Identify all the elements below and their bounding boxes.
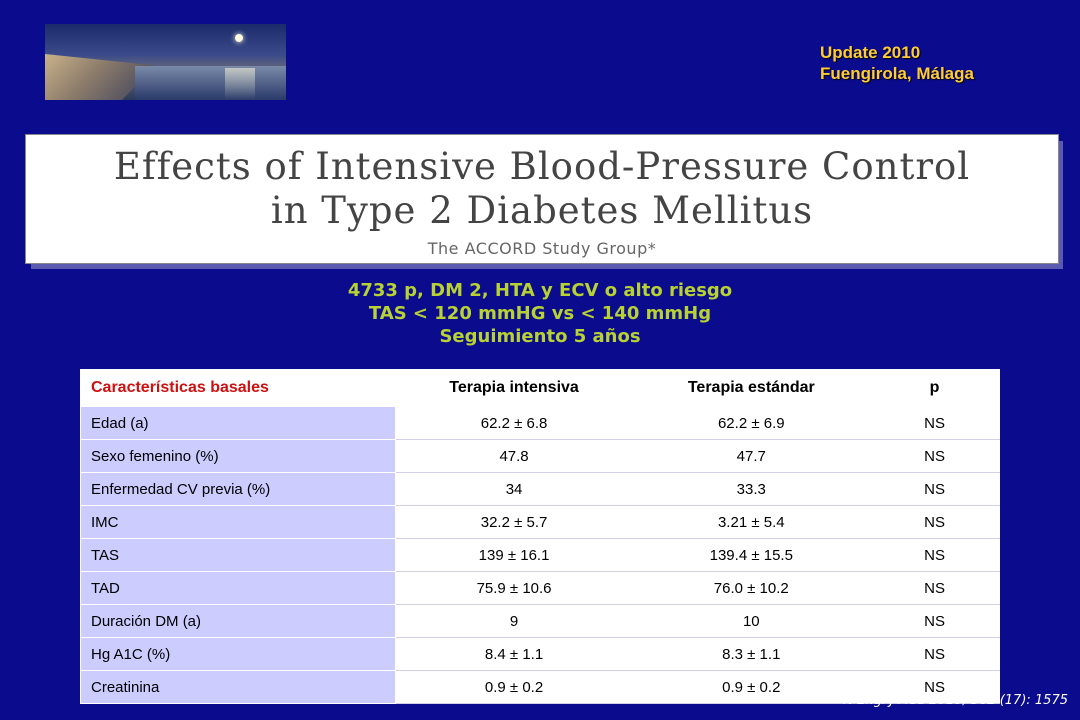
- standard-value: 47.7: [632, 439, 871, 473]
- standard-value: 139.4 ± 15.5: [632, 538, 871, 572]
- event-title: Update 2010: [820, 43, 921, 62]
- standard-value: 3.21 ± 5.4: [632, 505, 871, 539]
- paper-title-line1: Effects of Intensive Blood-Pressure Cont…: [113, 145, 971, 188]
- event-header: Update 2010 Fuengirola, Málaga: [820, 42, 974, 84]
- photo-sea: [135, 66, 286, 100]
- row-label: TAS: [80, 538, 396, 572]
- row-label: Edad (a): [80, 406, 396, 440]
- intensive-value: 139 ± 16.1: [394, 538, 634, 572]
- intensive-value: 34: [394, 472, 634, 506]
- row-label: IMC: [80, 505, 396, 539]
- intensive-value: 8.4 ± 1.1: [394, 637, 634, 671]
- standard-value: 62.2 ± 6.9: [632, 406, 871, 440]
- header-intensive: Terapia intensiva: [394, 369, 634, 407]
- standard-value: 10: [632, 604, 871, 638]
- intensive-value: 75.9 ± 10.6: [394, 571, 634, 605]
- p-value: NS: [869, 505, 1000, 539]
- row-label: Duración DM (a): [80, 604, 396, 638]
- header-p: p: [869, 369, 1000, 407]
- row-label: Sexo femenino (%): [80, 439, 396, 473]
- intensive-value: 47.8: [394, 439, 634, 473]
- paper-banner: Effects of Intensive Blood-Pressure Cont…: [25, 134, 1059, 264]
- header-characteristics: Características basales: [80, 369, 396, 407]
- table-row: TAD 75.9 ± 10.6 76.0 ± 10.2 NS: [80, 571, 1000, 605]
- standard-value: 0.9 ± 0.2: [632, 670, 871, 704]
- table-row: TAS 139 ± 16.1 139.4 ± 15.5 NS: [80, 538, 1000, 572]
- summary-line2: TAS < 120 mmHG vs < 140 mmHg: [368, 303, 712, 324]
- p-value: NS: [869, 637, 1000, 671]
- row-label: Enfermedad CV previa (%): [80, 472, 396, 506]
- intensive-value: 32.2 ± 5.7: [394, 505, 634, 539]
- baseline-characteristics-table: Características basales Terapia intensiv…: [80, 369, 1000, 704]
- event-location: Fuengirola, Málaga: [820, 64, 974, 83]
- table-header-row: Características basales Terapia intensiv…: [80, 369, 1000, 407]
- study-summary: 4733 p, DM 2, HTA y ECV o alto riesgo TA…: [0, 279, 1080, 348]
- p-value: NS: [869, 472, 1000, 506]
- p-value: NS: [869, 604, 1000, 638]
- row-label: Hg A1C (%): [80, 637, 396, 671]
- table-row: Enfermedad CV previa (%) 34 33.3 NS: [80, 472, 1000, 506]
- standard-value: 33.3: [632, 472, 871, 506]
- summary-line3: Seguimiento 5 años: [439, 326, 641, 347]
- p-value: NS: [869, 406, 1000, 440]
- row-label: TAD: [80, 571, 396, 605]
- table-row: IMC 32.2 ± 5.7 3.21 ± 5.4 NS: [80, 505, 1000, 539]
- table-row: Sexo femenino (%) 47.8 47.7 NS: [80, 439, 1000, 473]
- moon-icon: [235, 34, 243, 42]
- table-row: Duración DM (a) 9 10 NS: [80, 604, 1000, 638]
- p-value: NS: [869, 439, 1000, 473]
- standard-value: 8.3 ± 1.1: [632, 637, 871, 671]
- header-standard: Terapia estándar: [632, 369, 871, 407]
- row-label: Creatinina: [80, 670, 396, 704]
- intensive-value: 0.9 ± 0.2: [394, 670, 634, 704]
- table-row: Creatinina 0.9 ± 0.2 0.9 ± 0.2 NS: [80, 670, 1000, 704]
- table-row: Edad (a) 62.2 ± 6.8 62.2 ± 6.9 NS: [80, 406, 1000, 440]
- citation: N Engl J Med 2010; 362 (17): 1575: [843, 693, 1068, 708]
- table-row: Hg A1C (%) 8.4 ± 1.1 8.3 ± 1.1 NS: [80, 637, 1000, 671]
- p-value: NS: [869, 538, 1000, 572]
- paper-title: Effects of Intensive Blood-Pressure Cont…: [26, 145, 1058, 233]
- intensive-value: 62.2 ± 6.8: [394, 406, 634, 440]
- intensive-value: 9: [394, 604, 634, 638]
- p-value: NS: [869, 571, 1000, 605]
- photo-moon-reflection: [225, 68, 255, 100]
- paper-title-line2: in Type 2 Diabetes Mellitus: [270, 189, 814, 232]
- coastal-night-photo: [45, 24, 286, 100]
- p-value: NS: [869, 670, 1000, 704]
- paper-author: The ACCORD Study Group*: [427, 239, 657, 258]
- standard-value: 76.0 ± 10.2: [632, 571, 871, 605]
- summary-line1: 4733 p, DM 2, HTA y ECV o alto riesgo: [347, 280, 733, 301]
